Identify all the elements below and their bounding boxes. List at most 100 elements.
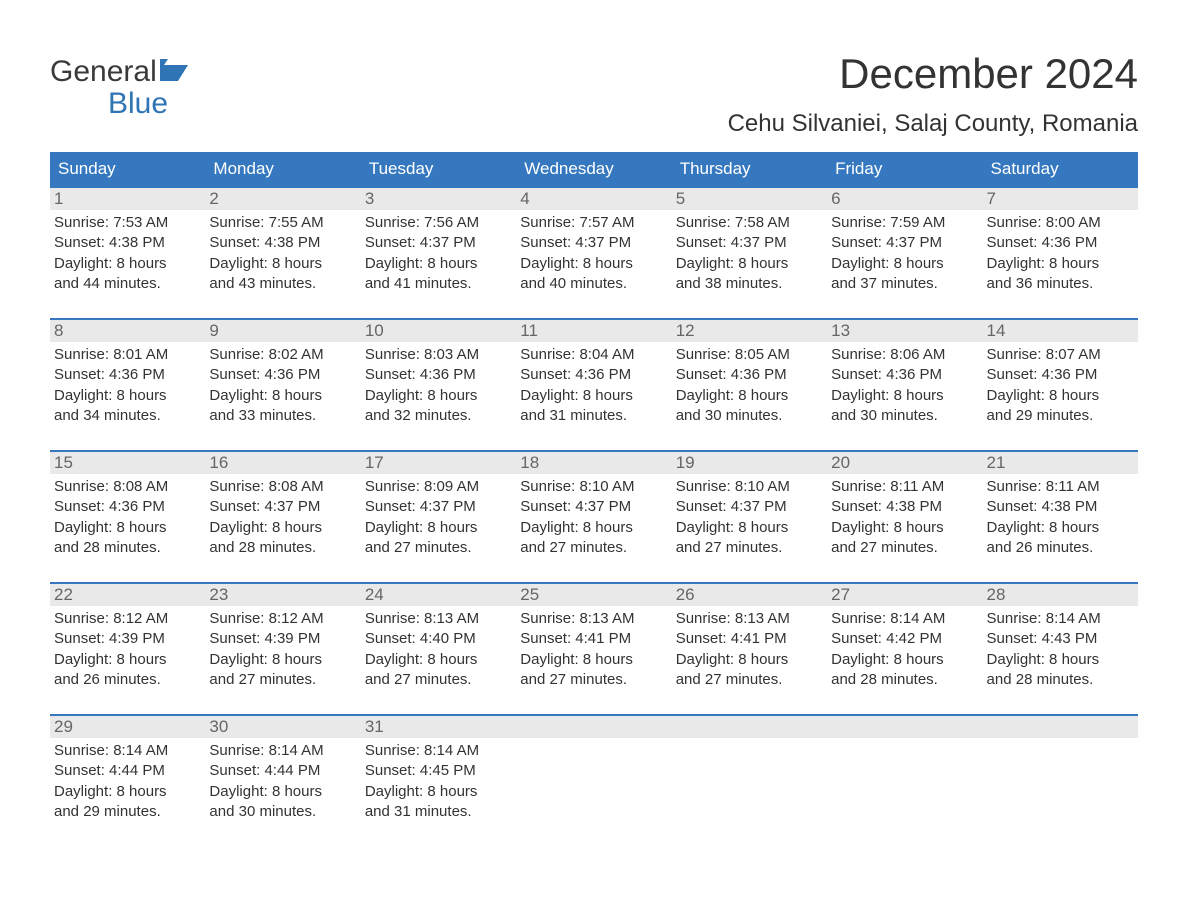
day-body: Sunrise: 8:02 AMSunset: 4:36 PMDaylight:… — [205, 342, 360, 430]
day-number: 22 — [50, 584, 205, 606]
daylight-line-2: and 33 minutes. — [209, 406, 354, 426]
daylight-line-1: Daylight: 8 hours — [676, 650, 821, 670]
day-body: Sunrise: 8:14 AMSunset: 4:44 PMDaylight:… — [50, 738, 205, 826]
sunrise-line: Sunrise: 8:10 AM — [520, 477, 665, 497]
daylight-line-2: and 31 minutes. — [365, 802, 510, 822]
sunset-line: Sunset: 4:36 PM — [365, 365, 510, 385]
sunset-line: Sunset: 4:44 PM — [54, 761, 199, 781]
day-body: Sunrise: 7:53 AMSunset: 4:38 PMDaylight:… — [50, 210, 205, 298]
day-cell: 7Sunrise: 8:00 AMSunset: 4:36 PMDaylight… — [983, 188, 1138, 300]
day-number: 16 — [205, 452, 360, 474]
sunrise-line: Sunrise: 8:08 AM — [54, 477, 199, 497]
sunrise-line: Sunrise: 8:12 AM — [209, 609, 354, 629]
sunrise-line: Sunrise: 8:00 AM — [987, 213, 1132, 233]
day-number: 4 — [516, 188, 671, 210]
calendar-grid: SundayMondayTuesdayWednesdayThursdayFrid… — [50, 152, 1138, 828]
day-cell: 25Sunrise: 8:13 AMSunset: 4:41 PMDayligh… — [516, 584, 671, 696]
day-number: 28 — [983, 584, 1138, 606]
sunrise-line: Sunrise: 8:14 AM — [54, 741, 199, 761]
day-number: 30 — [205, 716, 360, 738]
day-body: Sunrise: 7:56 AMSunset: 4:37 PMDaylight:… — [361, 210, 516, 298]
day-body: Sunrise: 8:01 AMSunset: 4:36 PMDaylight:… — [50, 342, 205, 430]
sunrise-line: Sunrise: 8:11 AM — [987, 477, 1132, 497]
sunrise-line: Sunrise: 7:58 AM — [676, 213, 821, 233]
daylight-line-1: Daylight: 8 hours — [831, 650, 976, 670]
day-body: Sunrise: 8:03 AMSunset: 4:36 PMDaylight:… — [361, 342, 516, 430]
daylight-line-1: Daylight: 8 hours — [54, 782, 199, 802]
day-cell: 19Sunrise: 8:10 AMSunset: 4:37 PMDayligh… — [672, 452, 827, 564]
sunrise-line: Sunrise: 8:04 AM — [520, 345, 665, 365]
daylight-line-2: and 27 minutes. — [209, 670, 354, 690]
day-number: 25 — [516, 584, 671, 606]
daylight-line-2: and 27 minutes. — [676, 538, 821, 558]
sunset-line: Sunset: 4:38 PM — [54, 233, 199, 253]
daylight-line-2: and 27 minutes. — [365, 538, 510, 558]
day-cell: 1Sunrise: 7:53 AMSunset: 4:38 PMDaylight… — [50, 188, 205, 300]
sunrise-line: Sunrise: 8:02 AM — [209, 345, 354, 365]
day-number: 19 — [672, 452, 827, 474]
day-body: Sunrise: 8:14 AMSunset: 4:43 PMDaylight:… — [983, 606, 1138, 694]
sunset-line: Sunset: 4:37 PM — [520, 497, 665, 517]
daylight-line-1: Daylight: 8 hours — [54, 650, 199, 670]
daylight-line-1: Daylight: 8 hours — [520, 386, 665, 406]
weekday-header-cell: Friday — [827, 152, 982, 186]
sunset-line: Sunset: 4:44 PM — [209, 761, 354, 781]
sunrise-line: Sunrise: 7:57 AM — [520, 213, 665, 233]
daylight-line-1: Daylight: 8 hours — [987, 386, 1132, 406]
day-body: Sunrise: 8:08 AMSunset: 4:37 PMDaylight:… — [205, 474, 360, 562]
day-cell: 15Sunrise: 8:08 AMSunset: 4:36 PMDayligh… — [50, 452, 205, 564]
daylight-line-1: Daylight: 8 hours — [520, 650, 665, 670]
day-number: 11 — [516, 320, 671, 342]
day-number: . — [672, 716, 827, 738]
day-body: Sunrise: 8:14 AMSunset: 4:45 PMDaylight:… — [361, 738, 516, 826]
day-number: 21 — [983, 452, 1138, 474]
sunset-line: Sunset: 4:37 PM — [831, 233, 976, 253]
day-cell: 4Sunrise: 7:57 AMSunset: 4:37 PMDaylight… — [516, 188, 671, 300]
daylight-line-1: Daylight: 8 hours — [831, 518, 976, 538]
sunset-line: Sunset: 4:36 PM — [831, 365, 976, 385]
sunset-line: Sunset: 4:41 PM — [520, 629, 665, 649]
daylight-line-2: and 30 minutes. — [209, 802, 354, 822]
daylight-line-2: and 41 minutes. — [365, 274, 510, 294]
day-body: Sunrise: 8:00 AMSunset: 4:36 PMDaylight:… — [983, 210, 1138, 298]
sunset-line: Sunset: 4:45 PM — [365, 761, 510, 781]
daylight-line-1: Daylight: 8 hours — [209, 650, 354, 670]
day-body: Sunrise: 8:11 AMSunset: 4:38 PMDaylight:… — [983, 474, 1138, 562]
daylight-line-1: Daylight: 8 hours — [209, 518, 354, 538]
daylight-line-2: and 36 minutes. — [987, 274, 1132, 294]
day-number: 12 — [672, 320, 827, 342]
day-cell: 18Sunrise: 8:10 AMSunset: 4:37 PMDayligh… — [516, 452, 671, 564]
day-number: 15 — [50, 452, 205, 474]
daylight-line-2: and 40 minutes. — [520, 274, 665, 294]
sunset-line: Sunset: 4:37 PM — [676, 497, 821, 517]
weekday-header-cell: Tuesday — [361, 152, 516, 186]
day-number: 5 — [672, 188, 827, 210]
daylight-line-2: and 38 minutes. — [676, 274, 821, 294]
day-body: Sunrise: 8:14 AMSunset: 4:42 PMDaylight:… — [827, 606, 982, 694]
daylight-line-2: and 27 minutes. — [831, 538, 976, 558]
sunrise-line: Sunrise: 8:14 AM — [365, 741, 510, 761]
sunrise-line: Sunrise: 8:11 AM — [831, 477, 976, 497]
sunrise-line: Sunrise: 7:55 AM — [209, 213, 354, 233]
day-number: 29 — [50, 716, 205, 738]
daylight-line-1: Daylight: 8 hours — [54, 254, 199, 274]
week-row: 8Sunrise: 8:01 AMSunset: 4:36 PMDaylight… — [50, 318, 1138, 432]
daylight-line-1: Daylight: 8 hours — [520, 254, 665, 274]
daylight-line-1: Daylight: 8 hours — [209, 254, 354, 274]
day-cell-empty: . — [827, 716, 982, 828]
day-cell-empty: . — [672, 716, 827, 828]
day-cell: 2Sunrise: 7:55 AMSunset: 4:38 PMDaylight… — [205, 188, 360, 300]
day-cell: 17Sunrise: 8:09 AMSunset: 4:37 PMDayligh… — [361, 452, 516, 564]
sunrise-line: Sunrise: 7:56 AM — [365, 213, 510, 233]
day-cell: 24Sunrise: 8:13 AMSunset: 4:40 PMDayligh… — [361, 584, 516, 696]
day-number: . — [983, 716, 1138, 738]
daylight-line-1: Daylight: 8 hours — [676, 254, 821, 274]
day-body: Sunrise: 8:13 AMSunset: 4:40 PMDaylight:… — [361, 606, 516, 694]
day-body: Sunrise: 8:06 AMSunset: 4:36 PMDaylight:… — [827, 342, 982, 430]
week-row: 22Sunrise: 8:12 AMSunset: 4:39 PMDayligh… — [50, 582, 1138, 696]
day-cell: 5 Sunrise: 7:58 AMSunset: 4:37 PMDaylight… — [672, 188, 827, 300]
sunset-line: Sunset: 4:37 PM — [676, 233, 821, 253]
daylight-line-1: Daylight: 8 hours — [209, 782, 354, 802]
daylight-line-2: and 27 minutes. — [676, 670, 821, 690]
sunset-line: Sunset: 4:38 PM — [987, 497, 1132, 517]
